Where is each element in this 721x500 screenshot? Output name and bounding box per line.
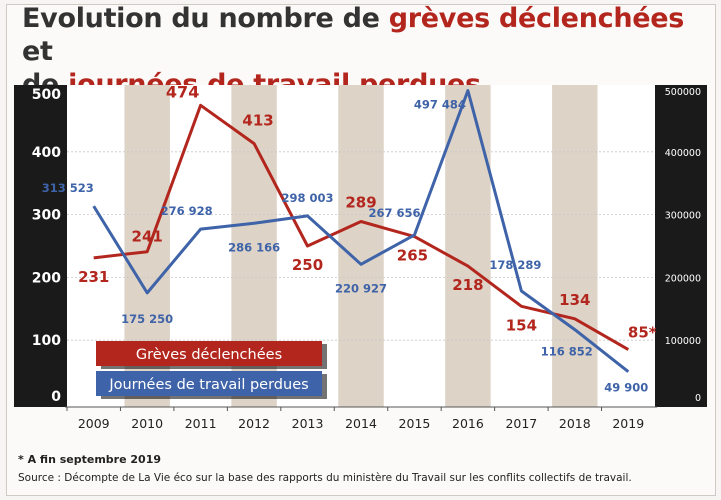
data-labels: 231 241 474 413 250 289 265 218 154 134 85* 313 523… xyxy=(42,82,657,394)
left-tick-label: 100 xyxy=(32,333,61,349)
left-axis: 0 100 200 300 400 500 xyxy=(32,87,61,405)
x-tick-label: 2015 xyxy=(399,416,431,431)
strikes-data-label: 413 xyxy=(242,112,273,130)
footnote: * A fin septembre 2019 xyxy=(18,453,162,466)
stripe-2016 xyxy=(445,85,491,407)
strikes-data-label: 474 xyxy=(166,82,199,101)
x-tick-label: 2009 xyxy=(78,416,110,431)
strikes-data-label: 250 xyxy=(292,256,323,274)
right-tick-label: 0 xyxy=(695,393,701,404)
source-note: Source : Décompte de La Vie éco sur la b… xyxy=(18,472,632,484)
x-tick-label: 2014 xyxy=(345,416,377,431)
x-tick-label: 2011 xyxy=(185,416,217,431)
left-tick-label: 400 xyxy=(32,145,61,161)
left-tick-label: 500 xyxy=(32,87,61,103)
days-lost-data-label: 175 250 xyxy=(121,312,173,326)
x-tick-label: 2010 xyxy=(131,416,163,431)
legend-label: Grèves déclenchées xyxy=(136,347,282,363)
days-lost-line xyxy=(92,89,630,373)
title-part-1: Evolution du nombre de xyxy=(22,3,389,34)
x-tick-label: 2019 xyxy=(612,416,644,431)
days-lost-data-label: 286 166 xyxy=(228,240,280,254)
days-lost-data-label: 49 900 xyxy=(604,381,648,395)
strikes-data-label: 218 xyxy=(452,276,483,294)
days-lost-data-label: 497 484 xyxy=(414,98,466,112)
days-lost-data-label: 178 289 xyxy=(489,258,541,272)
left-tick-label: 300 xyxy=(32,208,61,224)
days-lost-data-label: 116 852 xyxy=(541,345,593,359)
title-part-2: et xyxy=(22,36,53,67)
right-tick-label: 300000 xyxy=(665,211,701,222)
x-tick-label: 2016 xyxy=(452,416,484,431)
days-lost-data-label: 313 523 xyxy=(42,181,94,195)
right-tick-label: 100000 xyxy=(665,336,701,347)
left-tick-label: 200 xyxy=(32,270,61,286)
days-lost-data-label: 267 656 xyxy=(368,206,420,220)
right-tick-label: 200000 xyxy=(665,273,701,284)
right-axis: 0 100000 200000 300000 400000 500000 xyxy=(665,87,701,404)
x-tick-label: 2018 xyxy=(559,416,591,431)
line-chart: 0 100 200 300 400 500 0 100000 200000 300000 4000… xyxy=(14,82,707,431)
strikes-data-label: 241 xyxy=(132,228,163,246)
left-tick-label: 0 xyxy=(51,389,61,405)
days-lost-data-label: 298 003 xyxy=(282,191,334,205)
right-tick-label: 400000 xyxy=(665,148,701,159)
legend-label: Journées de travail perdues xyxy=(108,377,308,393)
days-lost-data-label: 220 927 xyxy=(335,281,387,295)
right-axis-band xyxy=(655,85,707,407)
days-lost-data-label: 276 928 xyxy=(161,204,213,218)
legend-swatch xyxy=(96,371,322,396)
series-lines xyxy=(92,89,630,373)
strikes-data-label: 265 xyxy=(397,247,428,265)
strikes-data-label: 231 xyxy=(78,268,109,286)
stripe-2018 xyxy=(552,85,598,407)
left-axis-band xyxy=(14,85,67,407)
title-highlight-strikes: grèves déclenchées xyxy=(388,3,685,34)
stripe-2014 xyxy=(338,85,384,407)
strikes-data-label: 289 xyxy=(345,194,376,212)
x-axis: 2009 2010 2011 2012 2013 2014 2015 2016 2017 2018… xyxy=(65,406,657,431)
strikes-data-label: 154 xyxy=(506,316,537,334)
legend: Grèves déclenchées Journées de travail pe… xyxy=(96,341,327,399)
legend-swatch xyxy=(96,341,322,366)
x-tick-label: 2017 xyxy=(505,416,537,431)
x-tick-label: 2012 xyxy=(238,416,270,431)
x-tick-label: 2013 xyxy=(292,416,324,431)
strikes-line xyxy=(93,103,630,351)
strikes-data-label: 134 xyxy=(559,291,590,309)
strikes-data-label: 85* xyxy=(628,324,657,342)
gridlines xyxy=(67,151,655,341)
right-tick-label: 500000 xyxy=(665,87,701,98)
